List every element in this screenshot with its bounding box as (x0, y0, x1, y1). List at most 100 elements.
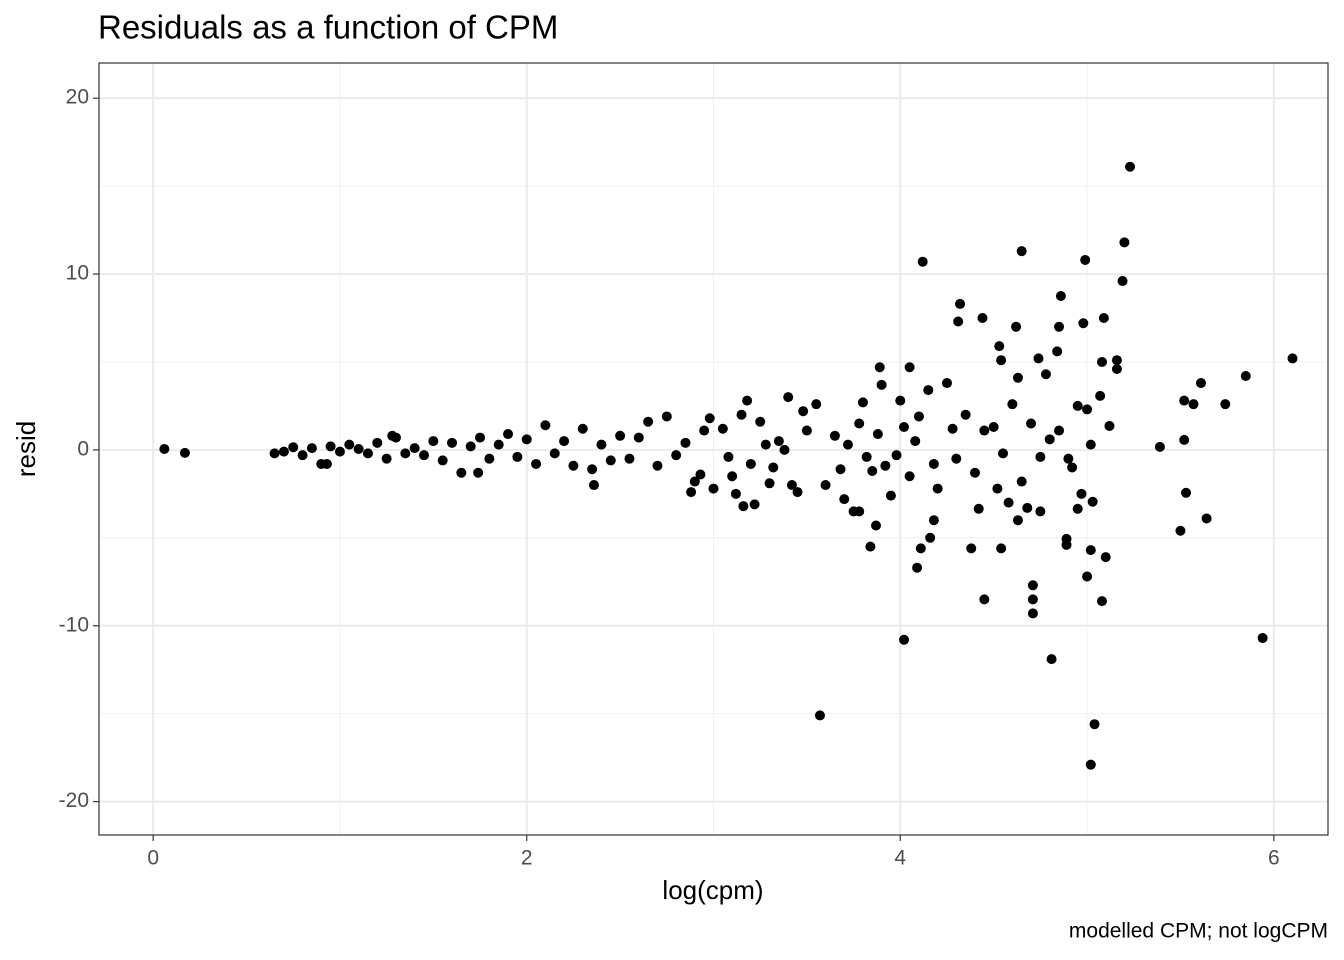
point (1055, 291, 1066, 302)
point (854, 418, 865, 429)
point (904, 362, 915, 373)
y-tick-label: 20 (66, 86, 89, 109)
point (297, 450, 308, 461)
point (1046, 654, 1057, 665)
point (923, 385, 934, 396)
point (928, 458, 939, 469)
y-tick-label: 10 (66, 262, 89, 285)
point (704, 413, 715, 424)
point (521, 434, 532, 445)
x-tick-label: 4 (894, 847, 906, 870)
point (717, 423, 728, 434)
point (953, 316, 964, 327)
point (1063, 453, 1074, 464)
point (865, 541, 876, 552)
point (764, 478, 775, 489)
point (1257, 633, 1268, 644)
point (1027, 580, 1038, 591)
point (955, 298, 966, 309)
point (549, 448, 560, 459)
point (1044, 434, 1055, 445)
point (1067, 462, 1078, 473)
point (1052, 346, 1063, 357)
point (925, 532, 936, 543)
point (1095, 390, 1106, 401)
point (1080, 254, 1091, 265)
point (321, 458, 332, 469)
point (947, 423, 958, 434)
point (465, 441, 476, 452)
point (979, 594, 990, 605)
point (891, 450, 902, 461)
point (917, 256, 928, 267)
point (708, 483, 719, 494)
point (738, 501, 749, 512)
y-tick-label: -20 (59, 789, 89, 812)
point (996, 355, 1007, 366)
point (1220, 399, 1231, 410)
point (876, 379, 887, 390)
point (779, 444, 790, 455)
point (913, 411, 924, 422)
point (1054, 425, 1065, 436)
point (915, 543, 926, 554)
point (473, 467, 484, 478)
point (1154, 441, 1165, 452)
point (783, 392, 794, 403)
point (867, 465, 878, 476)
point (973, 503, 984, 514)
point (910, 436, 921, 447)
y-axis-label: resid (11, 421, 41, 477)
point (689, 476, 700, 487)
point (1033, 353, 1044, 364)
point (1022, 502, 1033, 513)
point (1125, 161, 1136, 172)
point (1098, 312, 1109, 323)
point (899, 422, 910, 433)
point (960, 409, 971, 420)
point (1104, 420, 1115, 431)
point (768, 462, 779, 473)
point (633, 432, 644, 443)
point (596, 439, 607, 450)
point (912, 562, 923, 573)
point (1111, 355, 1122, 366)
point (661, 411, 672, 422)
point (872, 429, 883, 440)
point (493, 439, 504, 450)
point (998, 448, 1009, 459)
point (1011, 321, 1022, 332)
point (1072, 503, 1083, 514)
point (362, 448, 373, 459)
point (1072, 400, 1083, 411)
point (880, 460, 891, 471)
point (409, 443, 420, 454)
point (568, 460, 579, 471)
point (1085, 759, 1096, 770)
point (699, 425, 710, 436)
point (835, 464, 846, 475)
point (951, 453, 962, 464)
point (1026, 418, 1037, 429)
point (1188, 399, 1199, 410)
point (730, 488, 741, 499)
point (969, 467, 980, 478)
point (512, 451, 523, 462)
point (749, 499, 760, 510)
point (1111, 363, 1122, 374)
point (870, 520, 881, 531)
chart-title: Residuals as a function of CPM (98, 9, 558, 46)
point (988, 422, 999, 433)
point (334, 446, 345, 457)
point (1089, 719, 1100, 730)
point (736, 409, 747, 420)
point (1076, 488, 1087, 499)
point (1087, 496, 1098, 507)
point (798, 406, 809, 417)
x-tick-label: 2 (521, 847, 533, 870)
point (587, 464, 598, 475)
point (577, 423, 588, 434)
point (624, 453, 635, 464)
point (904, 471, 915, 482)
